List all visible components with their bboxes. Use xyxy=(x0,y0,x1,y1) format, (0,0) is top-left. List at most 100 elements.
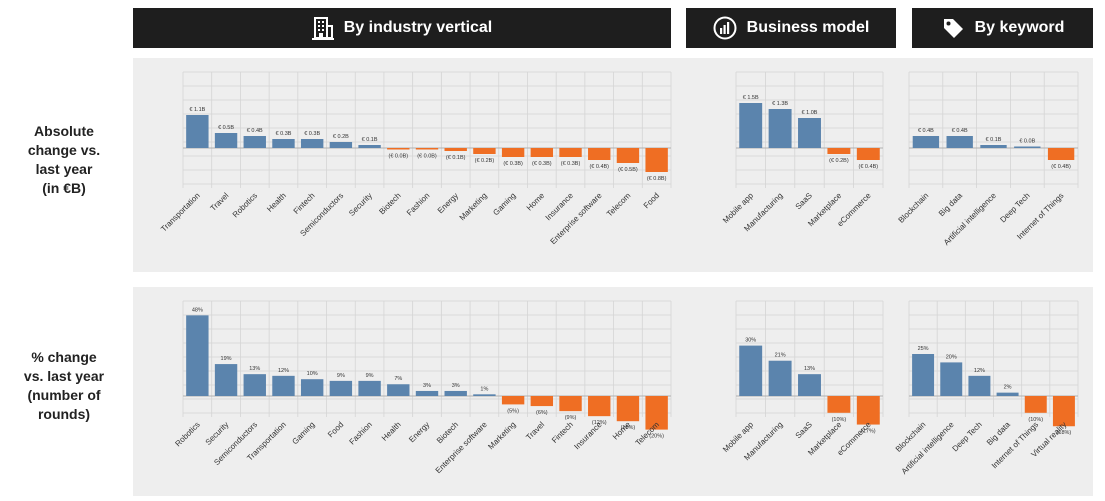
data-label: 48% xyxy=(192,307,203,313)
bar xyxy=(559,148,582,157)
data-label: 20% xyxy=(946,354,957,360)
bar xyxy=(588,148,611,160)
category-label: Food xyxy=(642,191,661,210)
data-label: € 0.2B xyxy=(333,134,349,140)
data-label: 10% xyxy=(307,371,318,377)
tag-icon xyxy=(941,16,965,40)
category-label: Gaming xyxy=(290,420,316,446)
bar xyxy=(827,396,851,413)
bar xyxy=(473,148,496,154)
data-label: 30% xyxy=(745,338,756,344)
data-label: € 1.0B xyxy=(802,110,818,116)
data-label: € 1.5B xyxy=(743,95,759,101)
data-label: € 1.3B xyxy=(772,101,788,107)
data-label: (€ 0.1B) xyxy=(446,155,466,161)
data-label: € 0.4B xyxy=(247,128,263,134)
bar xyxy=(912,354,935,396)
bar-chart-circle-icon xyxy=(713,16,737,40)
category-label: Food xyxy=(326,420,345,439)
bar xyxy=(996,392,1019,396)
data-label: 2% xyxy=(1004,385,1012,391)
percent-change-panel: 48% Robotics 19% Security 13% Semiconductors 1… xyxy=(133,287,1093,496)
data-label: (10%) xyxy=(832,417,847,423)
data-label: (17%) xyxy=(861,429,876,435)
bar xyxy=(645,148,668,172)
data-label: 19% xyxy=(221,356,232,362)
category-label: Telecom xyxy=(605,191,633,219)
category-label: Insurance xyxy=(572,420,604,452)
category-label: Fintech xyxy=(550,420,575,445)
bar xyxy=(645,396,668,430)
header-keyword-label: By keyword xyxy=(974,19,1065,36)
bar xyxy=(387,384,410,396)
bar xyxy=(946,136,973,148)
category-label: Fashion xyxy=(348,420,374,446)
data-label: € 0.3B xyxy=(276,131,292,137)
bar xyxy=(588,396,611,417)
header-industry: By industry vertical xyxy=(133,8,671,48)
data-label: (€ 0.4B) xyxy=(859,164,879,170)
category-label: Blockchain xyxy=(897,191,931,225)
header-keyword: By keyword xyxy=(912,8,1093,48)
data-label: € 0.5B xyxy=(218,125,234,131)
category-label: Biotech xyxy=(377,191,402,216)
category-label: SaaS xyxy=(794,420,814,440)
data-label: (€ 0.3B) xyxy=(532,161,552,167)
bar xyxy=(616,396,640,422)
data-label: (€ 0.4B) xyxy=(1051,164,1071,170)
header-industry-label: By industry vertical xyxy=(343,19,493,36)
data-label: (18%) xyxy=(1057,430,1072,436)
category-label: Enterprise software xyxy=(434,420,489,475)
data-label: (€ 0.3B) xyxy=(503,161,523,167)
category-label: Energy xyxy=(407,420,431,444)
bar xyxy=(1024,396,1047,413)
building-icon xyxy=(311,16,334,40)
data-label: (€ 0.3B) xyxy=(561,161,581,167)
bar xyxy=(768,109,792,148)
bar xyxy=(358,145,381,148)
bar xyxy=(798,374,821,396)
data-label: € 0.4B xyxy=(952,128,968,134)
bar xyxy=(444,148,467,151)
bar xyxy=(1052,396,1075,427)
header-business: Business model xyxy=(686,8,896,48)
row-label-absolute: Absolute change vs. last year (in €B) xyxy=(27,123,101,196)
category-label: Artificial intelligence xyxy=(900,420,956,476)
data-label: (15%) xyxy=(621,425,636,431)
bar xyxy=(1047,148,1075,160)
bar xyxy=(358,380,381,396)
category-label: Health xyxy=(265,191,288,214)
bar xyxy=(940,362,963,396)
bar xyxy=(856,148,880,160)
data-label: (€ 0.2B) xyxy=(475,158,495,164)
data-label: 9% xyxy=(366,373,374,379)
category-label: SaaS xyxy=(794,191,814,211)
category-label: Marketing xyxy=(486,420,517,451)
bar xyxy=(243,374,266,396)
row-label-percent: % change vs. last year (number of rounds… xyxy=(23,349,105,422)
data-label: (6%) xyxy=(536,410,548,416)
bar xyxy=(768,360,792,396)
bar xyxy=(329,142,353,148)
data-label: € 0.4B xyxy=(918,128,934,134)
category-label: Security xyxy=(204,420,231,447)
data-label: (10%) xyxy=(1028,417,1043,423)
data-label: 25% xyxy=(918,346,929,352)
bar xyxy=(186,315,209,396)
bar xyxy=(739,345,763,396)
bar xyxy=(300,379,324,396)
category-label: Robotics xyxy=(173,420,201,448)
bar xyxy=(739,103,763,148)
bar xyxy=(415,390,439,396)
category-label: Deep Tech xyxy=(998,191,1031,224)
data-label: 1% xyxy=(480,386,488,392)
data-label: € 0.1B xyxy=(362,137,378,143)
category-label: Fashion xyxy=(405,191,431,217)
category-label: Transportation xyxy=(159,191,202,234)
bar xyxy=(300,139,324,148)
data-label: 3% xyxy=(423,383,431,389)
category-label: Deep Tech xyxy=(951,420,984,453)
bar xyxy=(186,115,209,148)
category-label: Big data xyxy=(985,420,1013,448)
data-label: € 0.0B xyxy=(1019,139,1035,145)
